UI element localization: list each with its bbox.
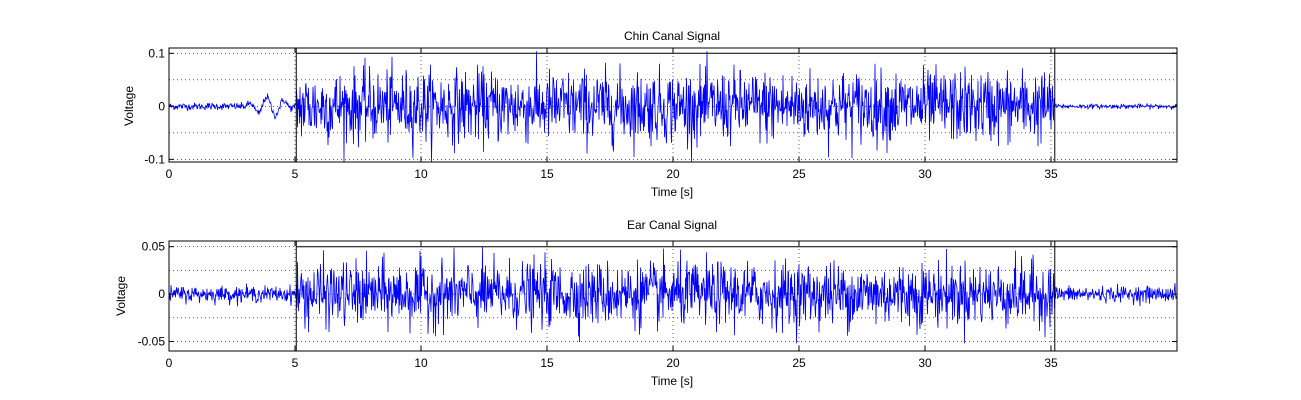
x-axis-label: Time [s] <box>651 374 693 388</box>
plot-title: Chin Canal Signal <box>624 29 720 43</box>
x-tick-label: 20 <box>666 167 680 181</box>
y-axis-label: Voltage <box>114 276 128 316</box>
y-tick-label: 0 <box>158 99 165 113</box>
x-tick-label: 0 <box>166 356 173 370</box>
signal-line <box>168 246 1178 344</box>
x-tick-label: 15 <box>540 167 554 181</box>
signal-line <box>168 51 1178 162</box>
x-tick-label: 5 <box>292 356 299 370</box>
x-tick-label: 15 <box>540 356 554 370</box>
x-tick-label: 10 <box>414 167 428 181</box>
x-tick-label: 35 <box>1044 356 1058 370</box>
y-tick-label: -0.05 <box>138 335 166 349</box>
plot-title: Ear Canal Signal <box>627 218 717 232</box>
x-tick-label: 0 <box>166 167 173 181</box>
y-tick-label: 0 <box>158 287 165 301</box>
y-tick-label: 0.05 <box>142 240 166 254</box>
x-tick-label: 30 <box>918 167 932 181</box>
ear-canal-plot: Ear Canal Signal Time [s] Voltage 0 5 10 15… <box>114 218 1178 388</box>
x-tick-label: 25 <box>792 356 806 370</box>
x-tick-label: 5 <box>292 167 299 181</box>
x-axis-label: Time [s] <box>651 185 693 199</box>
x-tick-label: 25 <box>792 167 806 181</box>
chin-canal-plot: Chin Canal Signal Time [s] Voltage 0 5 10 1… <box>122 29 1178 199</box>
x-tick-label: 20 <box>666 356 680 370</box>
x-tick-label: 10 <box>414 356 428 370</box>
y-axis-label: Voltage <box>122 86 136 126</box>
x-tick-label: 35 <box>1044 167 1058 181</box>
y-tick-label: 0.1 <box>148 46 165 60</box>
x-tick-label: 30 <box>918 356 932 370</box>
y-tick-label: -0.1 <box>144 152 165 166</box>
